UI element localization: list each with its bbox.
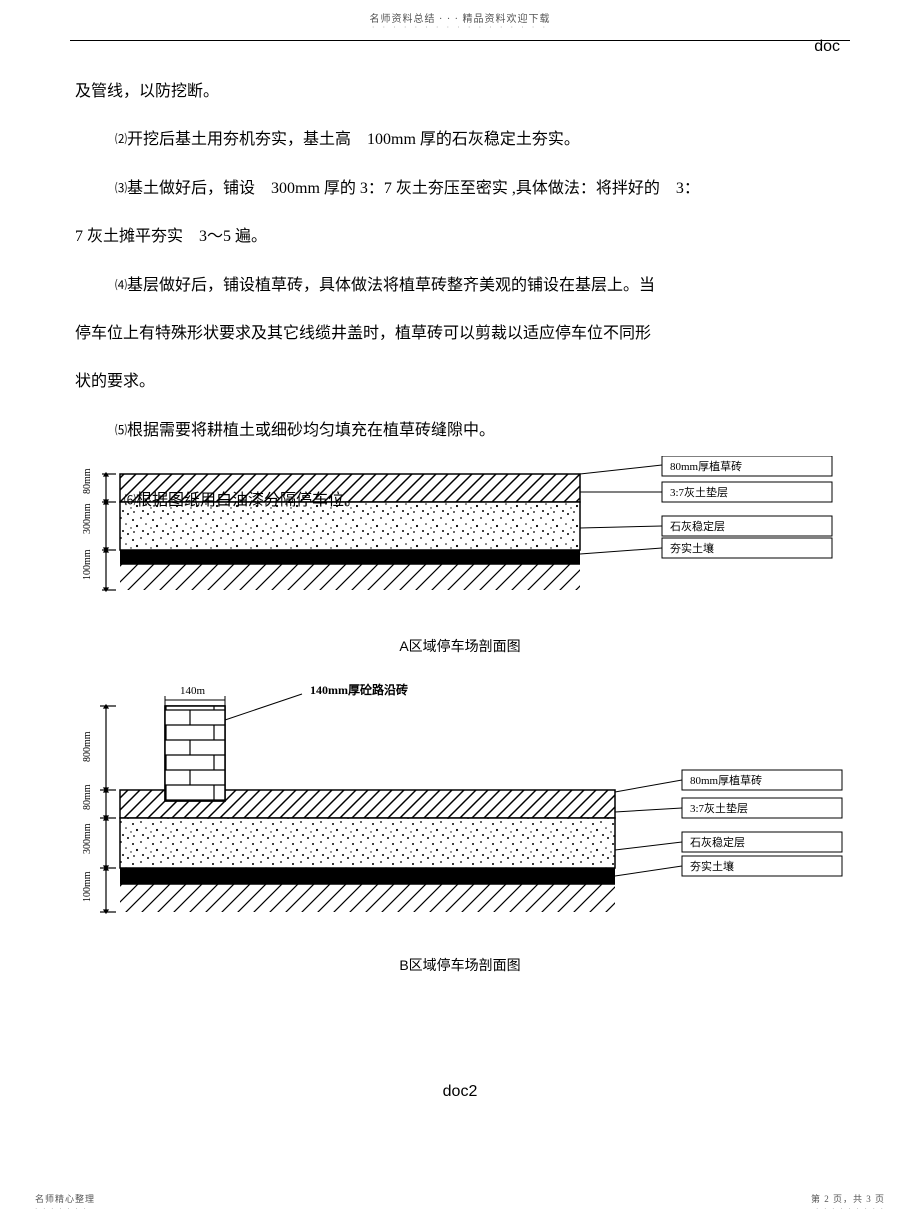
paragraph-1: 及管线，以防挖断。 — [75, 69, 845, 115]
paragraph-6: ⑹根据图纸用白油漆分隔停车位。 — [124, 486, 360, 510]
marker-6: ⑹ — [124, 493, 136, 507]
figB-callout: 140mm厚砼路沿砖 — [310, 682, 408, 697]
paragraph-4b: 停车位上有特殊形状要求及其它线缆井盖时，植草砖可以剪裁以适应停车位不同形 — [75, 311, 845, 357]
document-body: 及管线，以防挖断。 ⑵开挖后基土用夯机夯实，基土高 100mm 厚的石灰稳定土夯… — [0, 41, 920, 454]
paragraph-4a: ⑷基层做好后，铺设植草砖，具体做法将植草砖整齐美观的铺设在基层上。当 — [75, 263, 845, 309]
paragraph-3a: ⑶基土做好后，铺设 300mm 厚的 3：7 灰土夯压至密实 ,具体做法：将拌好… — [75, 166, 845, 212]
figB-label4: 夯实土壤 — [690, 859, 734, 873]
paragraph-3a-text: 基土做好后，铺设 300mm 厚的 3：7 灰土夯压至密实 ,具体做法：将拌好的… — [127, 180, 700, 197]
paragraph-3b: 7 灰土摊平夯实 3～5 遍。 — [75, 214, 845, 260]
paragraph-5: ⑸根据需要将耕植土或细砂均匀填充在植草砖缝隙中。 — [75, 408, 845, 454]
figA-dim2: 300mm — [82, 503, 93, 534]
footer-right: 第 2 页，共 3 页 — [811, 1192, 885, 1205]
footer-left-dots: · · · · · · · — [35, 1205, 88, 1213]
marker-4: ⑷ — [115, 278, 127, 292]
figB-label1: 80mm厚植草砖 — [690, 773, 762, 787]
paragraph-5-text: 根据需要将耕植土或细砂均匀填充在植草砖缝隙中。 — [127, 422, 495, 439]
figB-dim1: 800mm — [82, 731, 93, 762]
figure-a-svg: 80mm 300mm 100mm 80mm厚植草砖 3:7灰土垫层 石灰稳定层 … — [70, 456, 850, 621]
figure-a-caption: A区域停车场剖面图 — [70, 636, 850, 656]
paragraph-4a-text: 基层做好后，铺设植草砖，具体做法将植草砖整齐美观的铺设在基层上。当 — [127, 277, 655, 294]
paragraph-2: ⑵开挖后基土用夯机夯实，基土高 100mm 厚的石灰稳定土夯实。 — [75, 117, 845, 163]
figA-dim3: 100mm — [82, 549, 93, 580]
figure-b-svg: 140m 140mm厚砼路沿砖 800mm 80mm — [70, 680, 850, 940]
figA-label2: 3:7灰土垫层 — [670, 485, 728, 499]
figB-dim3: 300mm — [82, 823, 93, 854]
figA-label4: 夯实土壤 — [670, 541, 714, 555]
marker-2: ⑵ — [115, 132, 127, 146]
figure-a: ⑹根据图纸用白油漆分隔停车位。 — [70, 456, 850, 656]
figB-label2: 3:7灰土垫层 — [690, 801, 748, 815]
header-top-text: 名师资料总结 · · · 精品资料欢迎下载 — [0, 0, 920, 25]
footer-left: 名师精心整理 — [35, 1192, 95, 1205]
figA-label3: 石灰稳定层 — [670, 519, 725, 533]
header-right-label: doc — [814, 38, 840, 56]
figure-b: 140m 140mm厚砼路沿砖 800mm 80mm — [70, 680, 850, 975]
footer-center: doc2 — [0, 1083, 920, 1101]
figB-label3: 石灰稳定层 — [690, 835, 745, 849]
figA-dim1: 80mm — [82, 468, 93, 494]
paragraph-2-text: 开挖后基土用夯机夯实，基土高 100mm 厚的石灰稳定土夯实。 — [127, 131, 580, 148]
figure-b-caption: B区域停车场剖面图 — [70, 955, 850, 975]
paragraph-4c: 状的要求。 — [75, 359, 845, 405]
figB-dim2: 80mm — [82, 784, 93, 810]
paragraph-6-text: 根据图纸用白油漆分隔停车位。 — [136, 492, 360, 509]
header-top-dots: · · · · · · · · · · · · · · · · · — [0, 23, 920, 32]
figB-dim4: 100mm — [82, 871, 93, 902]
figB-topdim: 140m — [180, 685, 206, 697]
marker-5: ⑸ — [115, 423, 127, 437]
marker-3: ⑶ — [115, 181, 127, 195]
footer-right-dots: · · · · · · · · · — [816, 1205, 885, 1213]
figA-label1: 80mm厚植草砖 — [670, 459, 742, 473]
